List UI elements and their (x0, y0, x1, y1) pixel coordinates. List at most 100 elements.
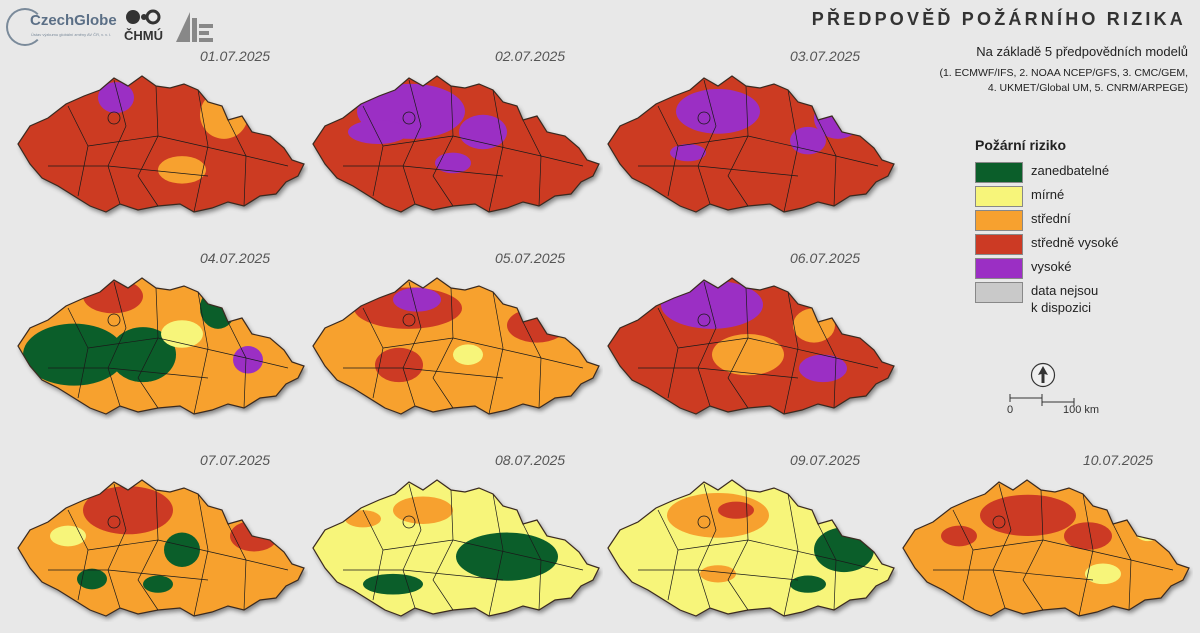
legend-swatch (975, 186, 1023, 207)
risk-zone-zanedbatelne (200, 287, 236, 329)
czechglobe-logo: CzechGlobe Ústav výzkumu globální změny … (6, 6, 117, 46)
legend-item-mirne: mírné (975, 184, 1185, 208)
czech-republic-map (312, 277, 600, 415)
region-boundary (727, 489, 749, 611)
risk-zone-stredne_vysoke (507, 308, 567, 343)
region-boundary (193, 291, 209, 414)
legend-item-no_data: data nejsou k dispozici (975, 280, 1185, 320)
prague-boundary (402, 111, 416, 125)
risk-zone-vysoke (348, 119, 408, 145)
forecast-map-5: 05.07.2025 (303, 248, 603, 418)
czech-republic-map (902, 479, 1190, 617)
region-boundary (107, 79, 127, 205)
legend-label: data nejsou k dispozici (1031, 282, 1098, 316)
risk-zone-stredni (158, 156, 206, 184)
legend-label: mírné (1031, 186, 1064, 203)
risk-zone-mirne (1085, 563, 1121, 585)
czechglobe-ring-icon (6, 8, 44, 46)
risk-zone-stredni (667, 493, 769, 538)
risk-zone-vysoke (670, 144, 706, 162)
region-boundary (48, 165, 209, 177)
region-boundary (87, 539, 289, 571)
country-border (607, 277, 895, 415)
region-boundary (193, 493, 209, 616)
region-boundary (343, 165, 504, 177)
prague-boundary (992, 515, 1006, 529)
region-boundary (992, 483, 1012, 609)
risk-zone-stredne_vysoke (83, 486, 173, 535)
region-boundary (783, 89, 799, 212)
region-boundary (48, 367, 209, 379)
ifer-logo (174, 8, 216, 46)
region-boundary (933, 569, 1094, 581)
forecast-map-2: 02.07.2025 (303, 46, 603, 216)
chmu-logo-text: ČHMÚ (124, 28, 163, 43)
czechglobe-logo-subtext: Ústav výzkumu globální změny AV ČR, v. v… (31, 32, 112, 37)
czech-republic-map (17, 75, 305, 213)
forecast-map-7: 07.07.2025 (8, 450, 308, 620)
czech-republic-map (607, 277, 895, 415)
czech-republic-map (17, 479, 305, 617)
legend-label-line: střední (1031, 211, 1071, 226)
legend-label-line: k dispozici (1031, 300, 1091, 315)
map-date-label: 09.07.2025 (790, 452, 861, 468)
legend-items: zanedbatelné mírné střední středně vysoké vy… (975, 160, 1185, 320)
region-boundary (697, 281, 717, 407)
region-boundary (87, 135, 289, 167)
region-boundary (87, 337, 289, 369)
prague-boundary (107, 515, 121, 529)
region-boundary (382, 135, 584, 167)
risk-zone-stredni (700, 565, 736, 583)
country-border (312, 75, 600, 213)
forecast-map-10: 10.07.2025 (893, 450, 1193, 620)
country-border (17, 277, 305, 415)
region-boundary (48, 569, 209, 581)
legend-item-vysoke: vysoké (975, 256, 1185, 280)
region-boundary (402, 483, 422, 609)
country-fill (608, 76, 894, 212)
region-boundary (783, 493, 799, 616)
forecast-map-3: 03.07.2025 (598, 46, 898, 216)
region-boundary (677, 135, 879, 167)
ifer-building-icon (176, 12, 213, 42)
risk-zone-mirne (1133, 513, 1163, 542)
risk-zone-stredni (393, 496, 453, 524)
risk-zone-vysoke (233, 346, 263, 374)
page-title: PŘEDPOVĚĎ POŽÁRNÍHO RIZIKA (811, 9, 1186, 29)
region-boundary (107, 483, 127, 609)
country-fill (313, 278, 599, 414)
map-date-label: 03.07.2025 (790, 48, 861, 64)
region-boundary (727, 287, 749, 409)
region-boundary (638, 569, 799, 581)
risk-zone-stredne_vysoke (718, 501, 754, 519)
risk-zone-stredni (345, 510, 381, 528)
risk-zone-zanedbatelne (164, 532, 200, 567)
map-date-label: 01.07.2025 (200, 48, 271, 64)
prague-boundary (107, 313, 121, 327)
risk-zone-vysoke (393, 287, 441, 312)
risk-zone-vysoke (676, 89, 760, 134)
map-date-label: 02.07.2025 (495, 48, 566, 64)
risk-zone-stredne_vysoke (1064, 522, 1112, 550)
legend-swatch (975, 162, 1023, 183)
risk-zone-zanedbatelne (525, 487, 561, 516)
map-date-label: 10.07.2025 (1083, 452, 1154, 468)
legend-label-line: data nejsou (1031, 283, 1099, 298)
legend-item-stredne_vysoke: středně vysoké (975, 232, 1185, 256)
region-boundary (137, 85, 159, 207)
risk-zone-mirne (50, 525, 86, 547)
czech-republic-map (312, 479, 600, 617)
scale-bar: 0 100 km (1006, 392, 1116, 425)
scale-end-label: 100 km (1063, 404, 1100, 416)
legend-item-stredni: střední (975, 208, 1185, 232)
model-list-line-2: 4. UKMET/Global UM, 5. CNRM/ARPEGE) (987, 82, 1188, 94)
region-boundary (488, 493, 504, 616)
region-boundary (432, 489, 454, 611)
legend-label-line: zanedbatelné (1031, 163, 1110, 178)
legend-title: Požární riziko (975, 137, 1067, 153)
risk-zone-zanedbatelne (77, 568, 107, 590)
risk-zone-stredne_vysoke (980, 494, 1076, 536)
map-date-label: 07.07.2025 (200, 452, 271, 468)
country-fill (903, 480, 1189, 616)
